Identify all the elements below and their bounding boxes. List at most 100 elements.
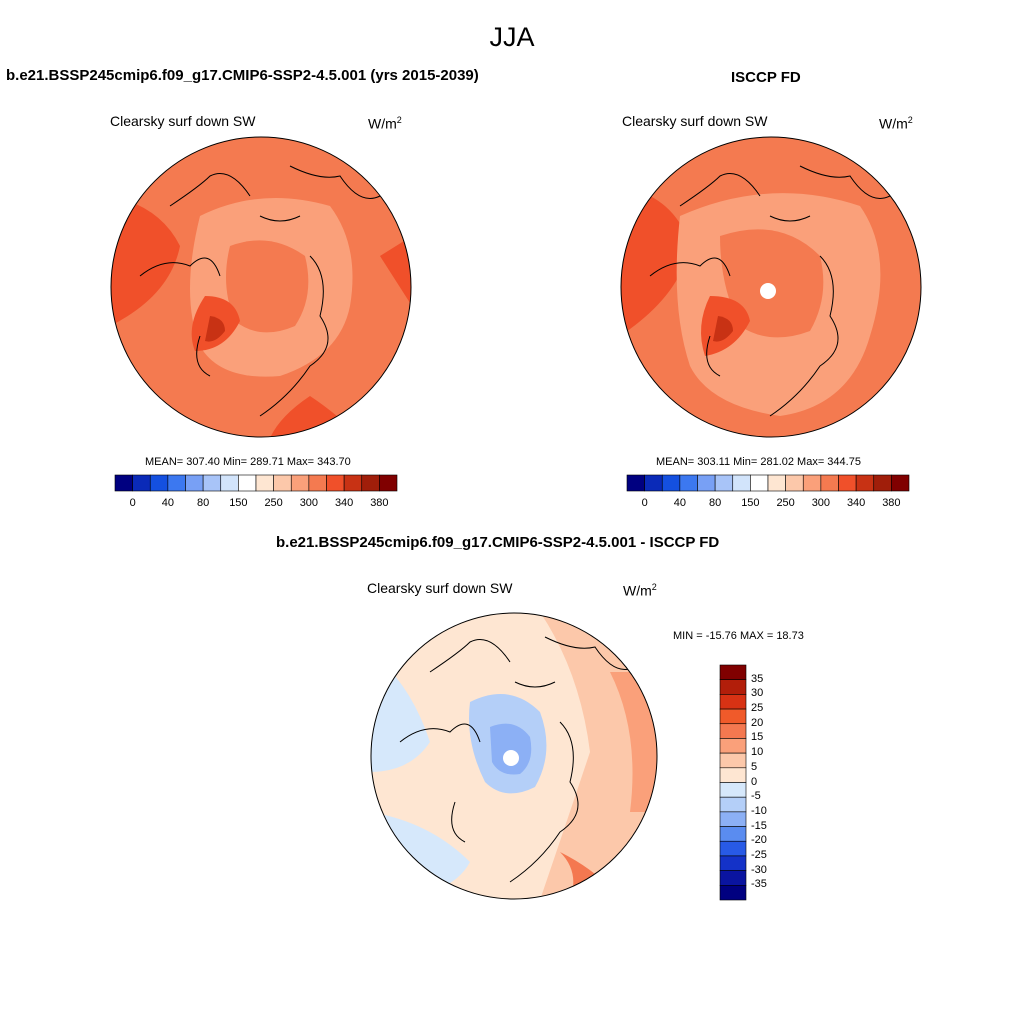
panel1-polar-map: [110, 136, 412, 438]
panel3-colorbar-tick-label: 15: [751, 731, 764, 744]
panel1-colorbar-swatch: [361, 474, 380, 492]
panel3-colorbar-swatch: [719, 767, 747, 783]
panel3-colorbar-tick-label: -15: [751, 819, 767, 832]
panel3-colorbar-swatch: [719, 840, 747, 857]
panel2-pole-missing-data: [760, 283, 776, 299]
panel1-arctic-core: [226, 240, 309, 333]
panel2-colorbar-tick-label: 300: [811, 497, 831, 509]
panel1-colorbar: [114, 474, 398, 492]
panel1-colorbar-swatch: [185, 474, 204, 492]
panel3-colorbar-swatch: [719, 738, 747, 754]
panel2-colorbar-swatch: [661, 474, 681, 492]
panel3-title: b.e21.BSSP245cmip6.f09_g17.CMIP6-SSP2-4.…: [276, 534, 720, 551]
panel3-east-strong-positive: [610, 672, 657, 812]
panel1-colorbar-swatch: [290, 474, 310, 492]
panel3-coastlines: [399, 636, 636, 883]
panel3-colorbar-swatch: [719, 694, 747, 710]
panel3-colorbar-swatch: [719, 826, 747, 842]
panel3-colorbar-swatch: [719, 723, 747, 739]
panel1-colorbar-swatch: [326, 474, 345, 492]
panel1-title: b.e21.BSSP245cmip6.f09_g17.CMIP6-SSP2-4.…: [6, 67, 479, 84]
panel1-colorbar-tick-label: 40: [161, 497, 174, 509]
panel2-colorbar-swatch: [644, 474, 663, 492]
panel3-colorbar-tick-label: 25: [751, 702, 764, 715]
panel2-colorbar-swatch: [714, 474, 734, 492]
panel1-west-high-field: [111, 196, 180, 326]
panel1-colorbar-swatch: [343, 474, 363, 492]
panel3-colorbar: [719, 664, 747, 901]
panel3-polar-map: [370, 612, 658, 900]
panel3-colorbar-tick-label: 35: [751, 672, 764, 685]
panel2-colorbar-swatch: [767, 474, 786, 492]
panel2-colorbar-swatch: [802, 474, 822, 492]
panel3-colorbar-tick-label: 5: [751, 760, 758, 773]
panel3-colorbar-tick-label: -5: [751, 790, 761, 803]
panel3-colorbar-swatch: [719, 885, 747, 901]
panel3-colorbar-tick-label: -25: [751, 848, 767, 861]
panel2-colorbar-tick-label: 80: [709, 497, 722, 509]
panel3-colorbar-tick-label: 30: [751, 687, 764, 700]
panel1-colorbar-swatch: [220, 474, 239, 492]
panel2-colorbar-swatch: [838, 474, 857, 492]
panel1-east-high-field: [380, 236, 411, 306]
panel2-greenland-core: [713, 316, 733, 342]
panel2-colorbar-swatch: [750, 474, 769, 492]
panel1-stats: MEAN= 307.40 Min= 289.71 Max= 343.70: [145, 456, 351, 468]
panel2-title: ISCCP FD: [731, 69, 801, 86]
panel3-colorbar-tick-label: -10: [751, 804, 767, 817]
panel1-colorbar-tick-label: 80: [197, 497, 210, 509]
figure-title: JJA: [489, 22, 535, 52]
panel2-coastlines: [649, 165, 891, 417]
panel3-colorbar-tick-label: -20: [751, 834, 767, 847]
panel3-colorbar-swatch: [719, 796, 747, 813]
panel2-colorbar-swatch: [679, 474, 698, 492]
panel1-colorbar-tick-label: 380: [370, 497, 389, 509]
panel3-colorbar-tick-label: 10: [751, 746, 764, 759]
panel2-variable-label: Clearsky surf down SW: [622, 113, 768, 129]
panel3-stats: MIN = -15.76 MAX = 18.73: [673, 630, 804, 642]
panel2-colorbar: [626, 474, 910, 492]
panel3-units: W/m2: [623, 582, 657, 599]
panel1-colorbar-swatch: [202, 474, 222, 492]
panel1-colorbar-tick-label: 340: [334, 497, 354, 509]
panel3-colorbar-swatch: [719, 870, 747, 886]
panel2-colorbar-swatch: [820, 474, 839, 492]
panel1-colorbar-swatch: [114, 474, 133, 492]
panel3-colorbar-tick-label: -35: [751, 878, 767, 891]
panel1-colorbar-tick-label: 0: [129, 497, 136, 509]
panel2-colorbar-tick-label: 380: [882, 497, 901, 509]
panel1-colorbar-tick-label: 150: [229, 497, 248, 509]
panel3-colorbar-swatch: [719, 811, 747, 827]
panel3-colorbar-swatch: [719, 708, 747, 725]
panel2-polar-map: [620, 136, 922, 438]
panel2-units: W/m2: [879, 115, 913, 132]
panel1-colorbar-swatch: [273, 474, 292, 492]
panel1-colorbar-swatch: [308, 474, 327, 492]
panel3-colorbar-tick-label: 0: [751, 775, 758, 788]
panel3-pole-missing-data: [503, 750, 519, 766]
panel2-colorbar-swatch: [732, 474, 751, 492]
panel1-greenland-core: [205, 316, 225, 342]
panel1-variable-label: Clearsky surf down SW: [110, 113, 256, 129]
panel2-colorbar-swatch: [785, 474, 804, 492]
panel3-colorbar-swatch: [719, 752, 747, 769]
panel1-colorbar-swatch: [379, 474, 398, 492]
panel3-variable-label: Clearsky surf down SW: [367, 580, 513, 596]
panel1-units: W/m2: [368, 115, 402, 132]
panel3-colorbar-swatch: [719, 782, 747, 798]
panel3-central-strong-negative: [490, 723, 532, 775]
panel1-colorbar-swatch: [167, 474, 186, 492]
panel2-colorbar-swatch: [855, 474, 875, 492]
panel3-colorbar-tick-label: -30: [751, 863, 767, 876]
panel2-colorbar-tick-label: 250: [776, 497, 795, 509]
panel2-colorbar-swatch: [891, 474, 910, 492]
panel1-colorbar-swatch: [255, 474, 274, 492]
panel1-colorbar-swatch: [149, 474, 169, 492]
panel2-colorbar-swatch: [626, 474, 645, 492]
panel3-colorbar-tick-label: 20: [751, 716, 764, 729]
panel3-colorbar-swatch: [719, 664, 747, 680]
panel2-colorbar-swatch: [873, 474, 892, 492]
panel2-stats: MEAN= 303.11 Min= 281.02 Max= 344.75: [656, 456, 861, 468]
panel1-colorbar-swatch: [238, 474, 257, 492]
panel2-colorbar-tick-label: 40: [673, 497, 686, 509]
